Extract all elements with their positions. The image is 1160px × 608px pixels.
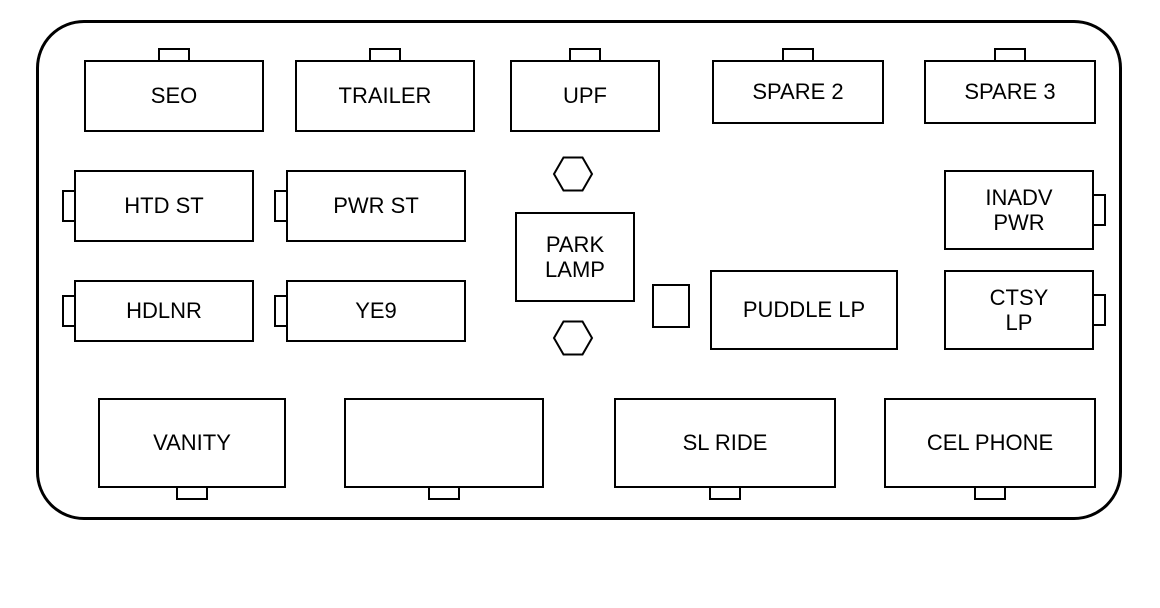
fuse-parklamp: PARKLAMP (515, 212, 635, 302)
fuse-blank1 (344, 398, 544, 488)
fuse-celphone-tab (974, 486, 1006, 500)
small-box-1 (652, 284, 690, 328)
fuse-ye9-tab (274, 295, 288, 327)
fuse-slride: SL RIDE (614, 398, 836, 488)
fuse-upf-tab (569, 48, 601, 62)
fuse-pwrst: PWR ST (286, 170, 466, 242)
fuse-celphone: CEL PHONE (884, 398, 1096, 488)
fuse-ctsylp: CTSYLP (944, 270, 1094, 350)
fuse-trailer: TRAILER (295, 60, 475, 132)
fuse-seo: SEO (84, 60, 264, 132)
fuse-vanity-tab (176, 486, 208, 500)
fuse-puddlelp: PUDDLE LP (710, 270, 898, 350)
fuse-slride-tab (709, 486, 741, 500)
fuse-htdst-tab (62, 190, 76, 222)
fuse-spare2: SPARE 2 (712, 60, 884, 124)
fuse-inadvpwr: INADVPWR (944, 170, 1094, 250)
diagram-stage: SEO TRAILER UPF SPARE 2 SPARE 3 HTD ST PWR ST I… (0, 0, 1160, 608)
fuse-ye9: YE9 (286, 280, 466, 342)
fuse-seo-tab (158, 48, 190, 62)
fuse-hdlnr: HDLNR (74, 280, 254, 342)
fuse-inadvpwr-tab (1092, 194, 1106, 226)
fuse-spare3-tab (994, 48, 1026, 62)
fuse-htdst: HTD ST (74, 170, 254, 242)
hex-marker-2 (552, 317, 594, 359)
fuse-hdlnr-tab (62, 295, 76, 327)
fuse-ctsylp-tab (1092, 294, 1106, 326)
fuse-spare2-tab (782, 48, 814, 62)
fuse-blank1-tab (428, 486, 460, 500)
fuse-spare3: SPARE 3 (924, 60, 1096, 124)
hex-marker-1 (552, 153, 594, 195)
fuse-pwrst-tab (274, 190, 288, 222)
fuse-trailer-tab (369, 48, 401, 62)
fuse-upf: UPF (510, 60, 660, 132)
fuse-vanity: VANITY (98, 398, 286, 488)
